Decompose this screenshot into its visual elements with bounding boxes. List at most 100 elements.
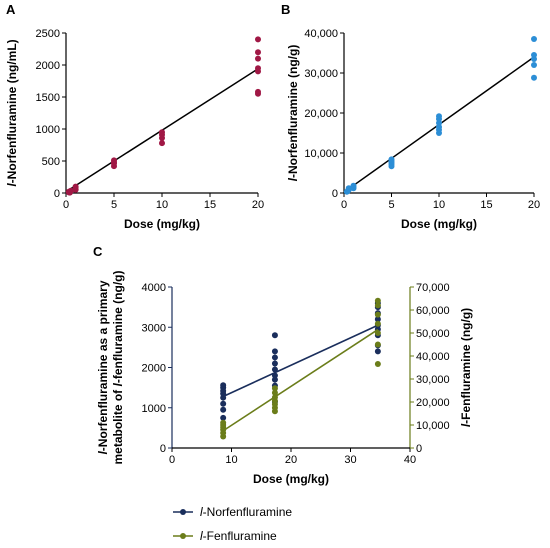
- panel-b: B 0 5 10 15 20 0 10,000 20,000 30,000 40,000 Dose (…: [281, 2, 540, 231]
- x-tick-label: 10: [225, 454, 237, 466]
- data-point: [271, 372, 278, 379]
- legend-swatch-marker: [180, 533, 186, 539]
- x-tick-label: 10: [156, 199, 168, 211]
- y-tick-label: 0: [160, 443, 166, 455]
- data-point: [374, 348, 381, 355]
- y-tick-label: 30,000: [304, 68, 338, 80]
- x-tick-label: 20: [285, 454, 297, 466]
- panel-c: C0 10 20 30 4001000200030004000010,00020,000…: [93, 244, 473, 486]
- panel-a: A 0 5 10 15 20 0 500 1000 1500 2000 2500 Dose (mg/kg…: [5, 2, 264, 231]
- x-tick-label: 30: [344, 454, 356, 466]
- data-point: [374, 302, 381, 309]
- data-point: [67, 187, 74, 194]
- data-point: [271, 385, 278, 392]
- panel-letter: A: [6, 2, 16, 17]
- x-tick-label: 15: [480, 199, 492, 211]
- x-axis-label: Dose (mg/kg): [253, 472, 329, 486]
- data-point: [255, 36, 261, 43]
- y-tick-label: 1000: [36, 124, 60, 136]
- x-tick-label: 10: [433, 199, 445, 211]
- y-tick-label: 1500: [36, 92, 60, 104]
- y-tick-label: 0: [332, 188, 338, 200]
- data-point: [271, 389, 278, 396]
- data-point: [271, 354, 278, 361]
- data-point: [388, 156, 395, 163]
- x-tick-label: 15: [204, 199, 216, 211]
- data-point: [531, 62, 537, 68]
- y-axis-label-line2: metabolite of l-fenfluramine (ng/g): [111, 270, 125, 464]
- y-tick-label: 1000: [142, 403, 166, 415]
- data-point: [531, 36, 537, 42]
- data-point: [271, 394, 278, 401]
- data-point: [271, 332, 278, 339]
- y-tick-label: 2000: [142, 363, 166, 375]
- y2-tick-label: 20,000: [416, 397, 450, 409]
- x-tick-label: 0: [169, 454, 175, 466]
- x-axis-label: Dose (mg/kg): [124, 217, 200, 231]
- x-tick-label: 5: [388, 199, 394, 211]
- data-point: [255, 49, 261, 56]
- x-tick-label: 20: [252, 199, 264, 211]
- y-tick-label: 3000: [142, 322, 166, 334]
- data-point: [271, 366, 278, 373]
- data-point: [220, 400, 227, 407]
- y2-tick-label: 70,000: [416, 282, 450, 294]
- data-point: [436, 113, 442, 120]
- legend: l-Norfenfluramine l-Fenfluramine: [173, 505, 292, 543]
- x-tick-label: 0: [341, 199, 347, 211]
- data-point: [220, 406, 227, 413]
- y-tick-label: 0: [54, 188, 60, 200]
- data-point: [374, 320, 381, 327]
- panel-letter: B: [281, 2, 290, 17]
- x-tick-label: 40: [404, 454, 416, 466]
- y2-tick-label: 0: [416, 443, 422, 455]
- legend-swatch-marker: [180, 509, 186, 515]
- data-point: [374, 297, 381, 304]
- data-point: [271, 348, 278, 355]
- data-point: [255, 65, 261, 72]
- x-tick-label: 20: [528, 199, 540, 211]
- y2-tick-label: 10,000: [416, 420, 450, 432]
- data-point: [350, 182, 357, 189]
- y-tick-label: 500: [42, 156, 60, 168]
- y-axis-label: l-Norfenfluramine (ng/g): [286, 45, 300, 182]
- data-point: [374, 330, 381, 336]
- y2-tick-label: 30,000: [416, 374, 450, 386]
- x-tick-label: 0: [63, 199, 69, 211]
- panel-letter: C: [93, 244, 103, 259]
- data-point: [531, 74, 537, 81]
- legend-label: l-Fenfluramine: [200, 529, 277, 543]
- fit-line: [222, 324, 379, 398]
- data-point: [111, 157, 117, 164]
- data-point: [159, 129, 165, 136]
- data-point: [72, 183, 79, 190]
- y-tick-label: 20,000: [304, 108, 338, 120]
- data-point: [374, 341, 381, 348]
- y-axis-label: l-Norfenfluramine (ng/mL): [5, 39, 19, 186]
- data-point: [345, 185, 352, 192]
- y-axis-label-line1: l-Norfenfluramine as a primary: [96, 280, 110, 454]
- y2-tick-label: 40,000: [416, 351, 450, 363]
- data-point: [220, 419, 227, 426]
- y-tick-label: 2500: [36, 28, 60, 40]
- data-point: [255, 55, 261, 62]
- data-point: [159, 140, 165, 147]
- y-tick-label: 10,000: [304, 148, 338, 160]
- data-point: [220, 382, 227, 389]
- data-point: [374, 311, 381, 318]
- data-point: [531, 52, 537, 58]
- data-point: [374, 361, 381, 368]
- legend-label: l-Norfenfluramine: [200, 505, 292, 519]
- x-tick-label: 5: [111, 199, 117, 211]
- y-tick-label: 4000: [142, 282, 166, 294]
- data-point: [220, 414, 227, 421]
- y2-tick-label: 50,000: [416, 328, 450, 340]
- y2-tick-label: 60,000: [416, 305, 450, 317]
- data-point: [374, 316, 381, 323]
- x-axis-label: Dose (mg/kg): [401, 217, 477, 231]
- fit-line: [222, 328, 379, 432]
- y-tick-label: 2000: [36, 60, 60, 72]
- data-point: [255, 88, 261, 95]
- y-tick-label: 40,000: [304, 28, 338, 40]
